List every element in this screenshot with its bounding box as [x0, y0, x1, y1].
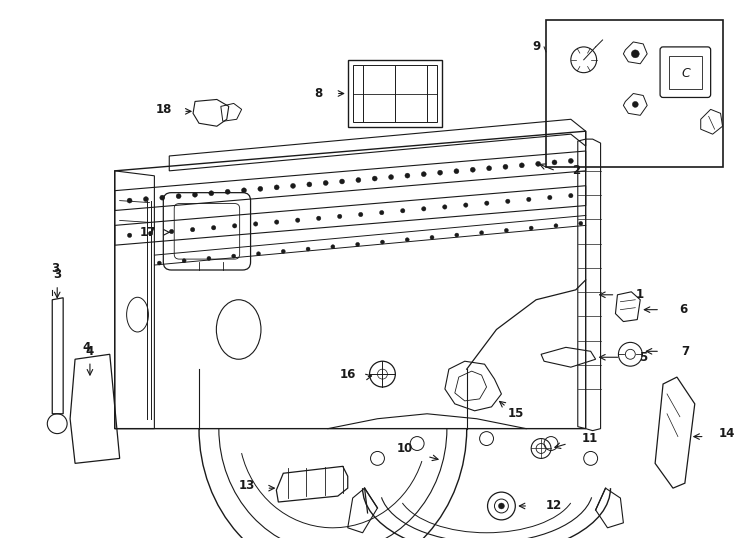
Circle shape	[631, 50, 639, 58]
Text: 2: 2	[572, 164, 580, 177]
Text: 12: 12	[546, 500, 562, 512]
Circle shape	[506, 199, 510, 204]
Text: 16: 16	[340, 368, 356, 381]
Bar	[669, 56, 702, 89]
Circle shape	[307, 182, 312, 187]
Circle shape	[143, 197, 148, 201]
Circle shape	[316, 216, 321, 220]
Text: 18: 18	[156, 103, 172, 116]
Circle shape	[487, 166, 492, 171]
Circle shape	[232, 254, 236, 258]
Circle shape	[455, 233, 459, 237]
Circle shape	[552, 160, 557, 165]
Circle shape	[405, 238, 410, 242]
Circle shape	[128, 233, 132, 238]
Circle shape	[157, 261, 161, 265]
Circle shape	[253, 222, 258, 226]
Circle shape	[323, 180, 328, 185]
Circle shape	[182, 259, 186, 262]
Circle shape	[430, 235, 434, 239]
Circle shape	[241, 188, 247, 193]
Circle shape	[554, 224, 558, 228]
Text: C: C	[681, 67, 690, 80]
Text: 8: 8	[314, 87, 322, 100]
Circle shape	[479, 231, 484, 235]
Circle shape	[503, 164, 508, 169]
Circle shape	[160, 195, 164, 200]
Circle shape	[421, 207, 426, 211]
Circle shape	[443, 205, 447, 209]
Circle shape	[127, 198, 132, 203]
Circle shape	[306, 247, 310, 251]
Circle shape	[421, 172, 426, 177]
Circle shape	[338, 214, 342, 219]
Circle shape	[526, 197, 531, 201]
Text: 7: 7	[681, 345, 689, 358]
Circle shape	[579, 221, 583, 225]
Circle shape	[258, 186, 263, 191]
Text: 9: 9	[533, 40, 541, 53]
Circle shape	[233, 224, 237, 228]
Circle shape	[281, 249, 286, 253]
Circle shape	[256, 252, 261, 256]
Bar	[353, 65, 437, 122]
Circle shape	[454, 168, 459, 174]
Circle shape	[209, 191, 214, 195]
Circle shape	[356, 242, 360, 246]
Text: 13: 13	[239, 478, 255, 491]
Circle shape	[569, 193, 573, 198]
Circle shape	[504, 228, 509, 232]
Circle shape	[380, 240, 385, 244]
Text: 15: 15	[508, 407, 525, 420]
Text: 3: 3	[51, 261, 59, 274]
Circle shape	[170, 230, 174, 234]
Circle shape	[470, 167, 475, 172]
Circle shape	[568, 158, 573, 164]
Circle shape	[484, 201, 489, 205]
Text: 4: 4	[86, 345, 94, 358]
Text: 4: 4	[83, 341, 91, 354]
Circle shape	[176, 194, 181, 199]
Bar	[348, 60, 442, 127]
Circle shape	[388, 174, 393, 180]
Circle shape	[437, 170, 443, 175]
Circle shape	[148, 231, 153, 235]
Circle shape	[207, 256, 211, 260]
Circle shape	[275, 220, 279, 224]
Circle shape	[632, 102, 639, 107]
Circle shape	[405, 173, 410, 178]
Circle shape	[401, 208, 405, 213]
Circle shape	[211, 226, 216, 230]
Text: 11: 11	[581, 432, 597, 445]
Circle shape	[275, 185, 279, 190]
Circle shape	[192, 192, 197, 197]
Circle shape	[520, 163, 524, 168]
Circle shape	[464, 203, 468, 207]
Circle shape	[372, 176, 377, 181]
Circle shape	[356, 178, 361, 183]
Text: 14: 14	[719, 427, 734, 440]
Circle shape	[340, 179, 344, 184]
Circle shape	[498, 503, 504, 509]
Text: 10: 10	[397, 442, 413, 455]
Circle shape	[536, 161, 541, 166]
Text: 5: 5	[639, 351, 647, 364]
Text: 6: 6	[679, 303, 687, 316]
Circle shape	[379, 211, 384, 215]
Circle shape	[225, 190, 230, 194]
Circle shape	[190, 227, 195, 232]
Circle shape	[358, 212, 363, 217]
Bar	[546, 20, 722, 167]
Text: 17: 17	[139, 226, 156, 239]
Text: 3: 3	[53, 268, 61, 281]
Circle shape	[529, 226, 533, 230]
Circle shape	[296, 218, 300, 222]
Circle shape	[291, 184, 296, 188]
Text: 1: 1	[636, 288, 644, 301]
Circle shape	[548, 195, 552, 200]
Circle shape	[331, 245, 335, 249]
